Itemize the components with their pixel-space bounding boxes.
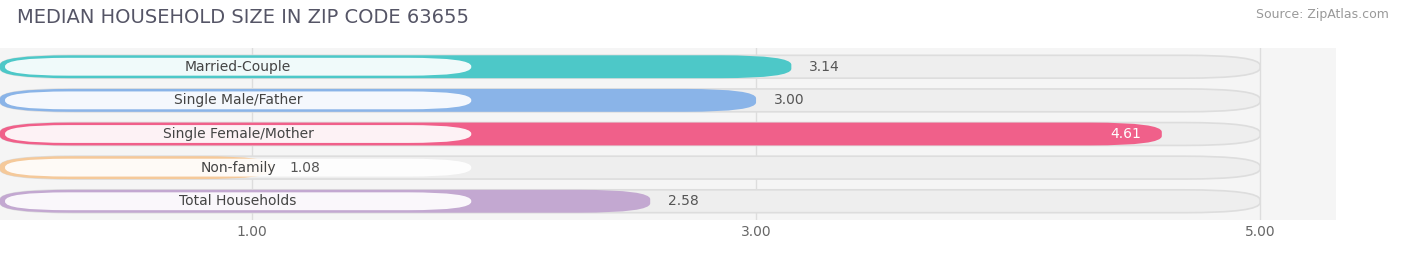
FancyBboxPatch shape — [0, 89, 1260, 112]
FancyBboxPatch shape — [0, 55, 1260, 78]
FancyBboxPatch shape — [0, 122, 1260, 146]
Text: MEDIAN HOUSEHOLD SIZE IN ZIP CODE 63655: MEDIAN HOUSEHOLD SIZE IN ZIP CODE 63655 — [17, 8, 468, 27]
FancyBboxPatch shape — [6, 125, 471, 143]
FancyBboxPatch shape — [6, 91, 471, 109]
FancyBboxPatch shape — [0, 55, 792, 78]
Text: 2.58: 2.58 — [668, 194, 699, 208]
FancyBboxPatch shape — [0, 89, 756, 112]
FancyBboxPatch shape — [0, 156, 1260, 179]
Text: Single Male/Father: Single Male/Father — [174, 93, 302, 107]
Text: Non-family: Non-family — [200, 161, 276, 175]
Text: Single Female/Mother: Single Female/Mother — [163, 127, 314, 141]
Text: 4.61: 4.61 — [1111, 127, 1142, 141]
FancyBboxPatch shape — [0, 190, 1260, 213]
FancyBboxPatch shape — [6, 58, 471, 76]
FancyBboxPatch shape — [0, 156, 273, 179]
Text: 1.08: 1.08 — [290, 161, 321, 175]
Text: 3.14: 3.14 — [808, 60, 839, 74]
Text: Total Households: Total Households — [180, 194, 297, 208]
Text: Married-Couple: Married-Couple — [186, 60, 291, 74]
FancyBboxPatch shape — [6, 159, 471, 177]
Text: 3.00: 3.00 — [773, 93, 804, 107]
FancyBboxPatch shape — [0, 122, 1161, 146]
FancyBboxPatch shape — [6, 192, 471, 210]
FancyBboxPatch shape — [0, 190, 650, 213]
Text: Source: ZipAtlas.com: Source: ZipAtlas.com — [1256, 8, 1389, 21]
